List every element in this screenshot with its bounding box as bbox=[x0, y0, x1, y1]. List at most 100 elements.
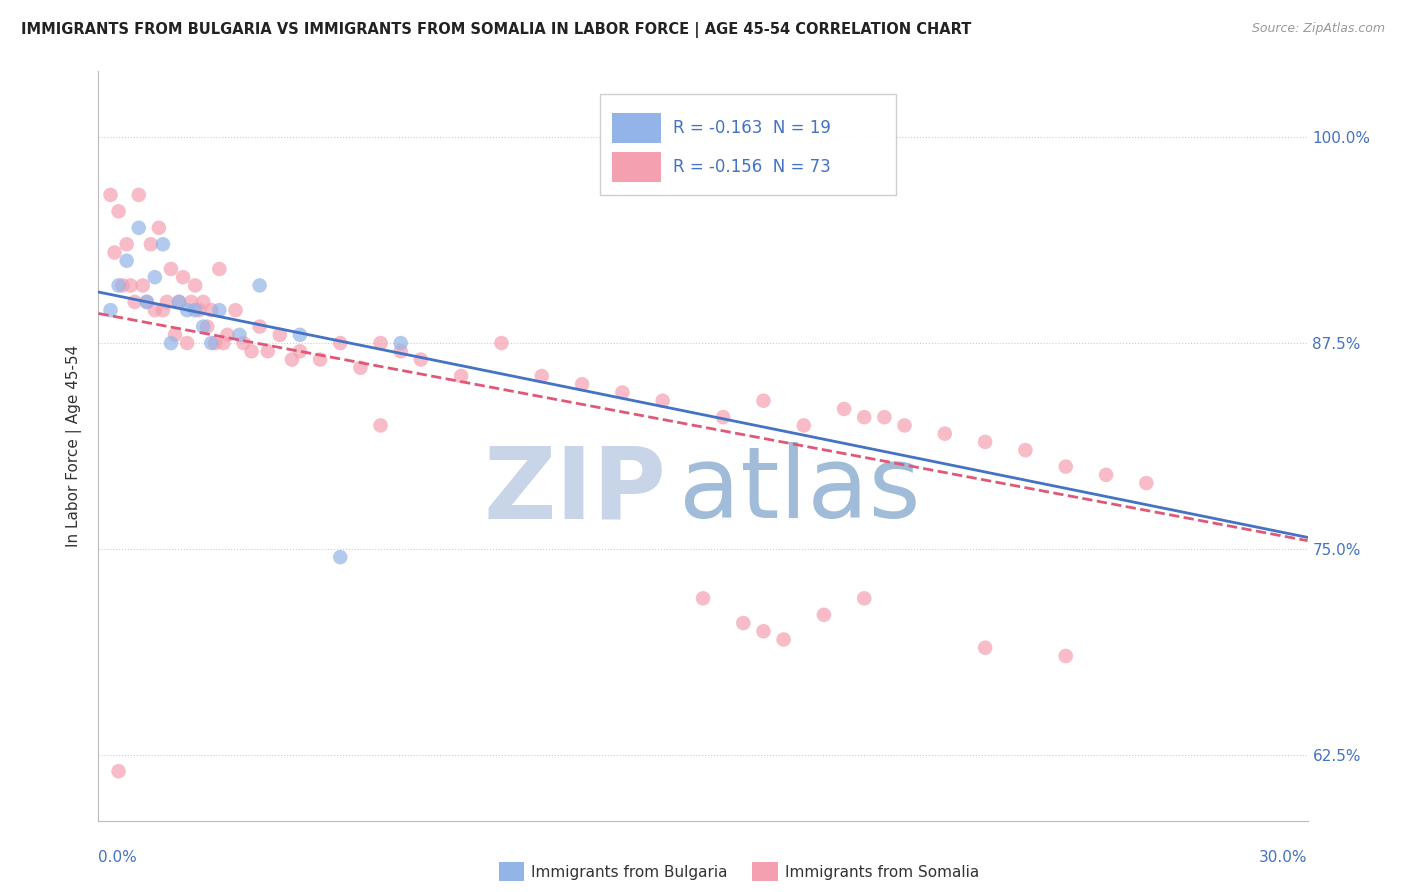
Point bbox=[349, 360, 371, 375]
Bar bbox=[613, 152, 661, 181]
Point bbox=[128, 187, 150, 202]
Point bbox=[1014, 443, 1036, 458]
Point bbox=[772, 632, 794, 647]
Point bbox=[180, 294, 202, 309]
Point bbox=[100, 303, 122, 318]
Point bbox=[249, 278, 271, 293]
Point bbox=[832, 401, 855, 416]
Point bbox=[389, 344, 412, 359]
Point bbox=[974, 640, 997, 655]
Point bbox=[370, 336, 392, 351]
Point bbox=[143, 303, 166, 318]
Point bbox=[195, 319, 218, 334]
Text: R = -0.163  N = 19: R = -0.163 N = 19 bbox=[672, 119, 831, 136]
Point bbox=[893, 418, 915, 433]
Point bbox=[1095, 467, 1118, 482]
Text: R = -0.156  N = 73: R = -0.156 N = 73 bbox=[672, 158, 831, 176]
Point bbox=[217, 327, 239, 342]
Point bbox=[240, 344, 263, 359]
Point bbox=[152, 303, 174, 318]
Point bbox=[193, 294, 215, 309]
Point bbox=[152, 237, 174, 252]
Point bbox=[160, 262, 183, 277]
Point bbox=[132, 278, 155, 293]
Point bbox=[853, 410, 876, 425]
Point bbox=[120, 278, 142, 293]
Point bbox=[329, 550, 352, 565]
Point bbox=[200, 336, 222, 351]
Point bbox=[172, 270, 194, 285]
Point bbox=[208, 262, 231, 277]
Point bbox=[135, 294, 157, 309]
Point bbox=[204, 336, 226, 351]
Point bbox=[156, 294, 179, 309]
Point bbox=[409, 352, 432, 367]
Point bbox=[853, 591, 876, 606]
Text: Immigrants from Bulgaria: Immigrants from Bulgaria bbox=[531, 865, 728, 880]
Point bbox=[208, 303, 231, 318]
Text: IMMIGRANTS FROM BULGARIA VS IMMIGRANTS FROM SOMALIA IN LABOR FORCE | AGE 45-54 C: IMMIGRANTS FROM BULGARIA VS IMMIGRANTS F… bbox=[21, 22, 972, 38]
FancyBboxPatch shape bbox=[600, 94, 897, 195]
Point bbox=[733, 615, 755, 630]
Point bbox=[813, 607, 835, 622]
Point bbox=[1054, 648, 1077, 663]
Text: 30.0%: 30.0% bbox=[1260, 850, 1308, 865]
Point bbox=[228, 327, 250, 342]
Point bbox=[224, 303, 246, 318]
Point bbox=[143, 270, 166, 285]
Point bbox=[107, 204, 129, 219]
Bar bbox=[613, 112, 661, 143]
Point bbox=[530, 369, 553, 384]
Point bbox=[107, 278, 129, 293]
Point bbox=[1135, 476, 1157, 491]
Point bbox=[232, 336, 254, 351]
Point bbox=[115, 237, 138, 252]
Point bbox=[249, 319, 271, 334]
Point bbox=[188, 303, 211, 318]
Y-axis label: In Labor Force | Age 45-54: In Labor Force | Age 45-54 bbox=[66, 345, 83, 547]
Point bbox=[100, 187, 122, 202]
Point bbox=[184, 278, 207, 293]
Point bbox=[692, 591, 714, 606]
Point bbox=[167, 294, 190, 309]
Point bbox=[1054, 459, 1077, 474]
Point bbox=[752, 624, 775, 639]
Point bbox=[711, 410, 734, 425]
Point bbox=[167, 294, 190, 309]
Point bbox=[934, 426, 956, 441]
Point bbox=[288, 327, 311, 342]
Point bbox=[256, 344, 278, 359]
Point bbox=[124, 294, 146, 309]
Point bbox=[176, 303, 198, 318]
Text: 0.0%: 0.0% bbox=[98, 850, 138, 865]
Point bbox=[309, 352, 332, 367]
Point bbox=[873, 410, 896, 425]
Point bbox=[163, 327, 186, 342]
Point bbox=[200, 303, 222, 318]
Point bbox=[212, 336, 235, 351]
Point bbox=[103, 245, 125, 260]
Point bbox=[281, 352, 304, 367]
Point bbox=[491, 336, 513, 351]
Point bbox=[370, 418, 392, 433]
Point bbox=[612, 385, 634, 400]
Point bbox=[193, 319, 215, 334]
Point bbox=[752, 393, 775, 408]
Point bbox=[148, 220, 170, 235]
Text: ZIP: ZIP bbox=[484, 442, 666, 540]
Text: atlas: atlas bbox=[679, 442, 921, 540]
Point bbox=[288, 344, 311, 359]
Point bbox=[269, 327, 291, 342]
Point bbox=[571, 377, 593, 392]
Point bbox=[329, 336, 352, 351]
Text: Immigrants from Somalia: Immigrants from Somalia bbox=[785, 865, 979, 880]
Point bbox=[128, 220, 150, 235]
Point bbox=[389, 336, 412, 351]
Point bbox=[974, 434, 997, 449]
Point bbox=[176, 336, 198, 351]
Point bbox=[184, 303, 207, 318]
Point bbox=[651, 393, 673, 408]
Point bbox=[115, 253, 138, 268]
Point bbox=[450, 369, 472, 384]
Point bbox=[135, 294, 157, 309]
